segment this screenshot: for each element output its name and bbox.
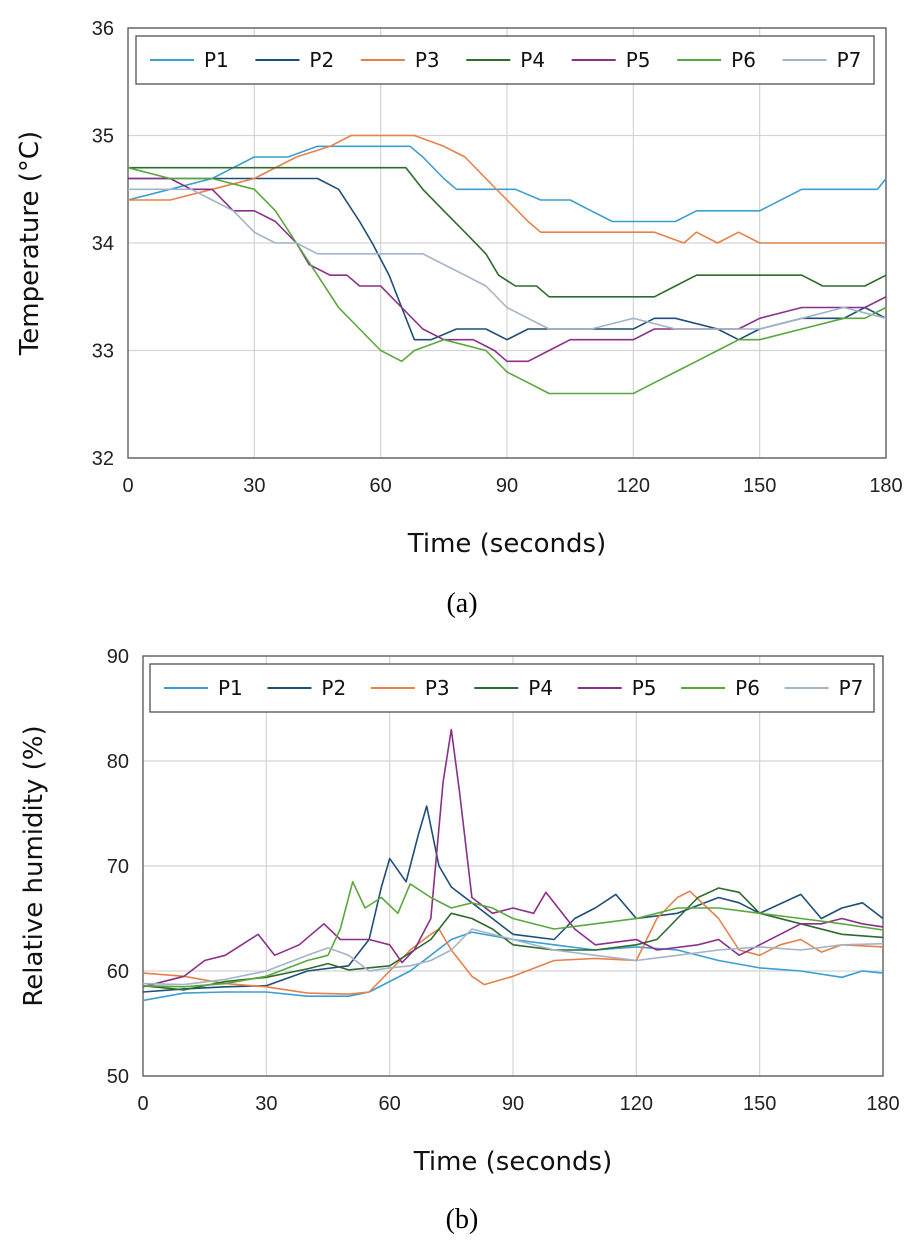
series-line-p7 [128, 188, 887, 330]
x-tick-label: 60 [379, 1093, 401, 1115]
humidity-chart: 0 30 60 90 120 150 180 50 60 70 80 90 P1 P2 P3 P4 P5 P6 P7… [19, 646, 900, 1235]
legend-entry: P3 [425, 676, 450, 700]
plot-area [142, 655, 884, 1077]
x-tick-label: 150 [743, 1093, 776, 1115]
y-tick-label: 90 [107, 646, 129, 668]
series-line-p6 [142, 881, 884, 988]
y-tick-label: 35 [92, 126, 114, 148]
y-tick-label: 50 [107, 1066, 129, 1088]
y-tick-label: 60 [107, 961, 129, 983]
series-line-p5 [142, 728, 884, 988]
legend-entry: P6 [731, 48, 756, 72]
series-line-p3 [142, 890, 884, 995]
x-tick-label: 120 [617, 475, 650, 497]
x-tick-label: 150 [743, 475, 776, 497]
y-axis-title: Temperature (°C) [15, 131, 45, 356]
series-line-p4 [142, 887, 884, 991]
legend-entry: P1 [204, 48, 229, 72]
x-tick-label: 90 [502, 1093, 524, 1115]
legend-entry: P5 [626, 48, 651, 72]
x-tick-label: 30 [243, 475, 265, 497]
legend-entry: P2 [321, 676, 346, 700]
y-tick-label: 80 [107, 751, 129, 773]
x-tick-label: 90 [496, 475, 518, 497]
legend-entry: P5 [632, 676, 657, 700]
series-line-p1 [127, 145, 887, 223]
x-tick-label: 180 [869, 475, 902, 497]
x-tick-label: 0 [122, 475, 133, 497]
y-tick-label: 33 [92, 341, 114, 363]
series-line-p7 [142, 928, 884, 986]
temperature-chart: 0 30 60 90 120 150 180 32 33 34 35 36 P1 P2 P3 P4 P5 P6 P7… [15, 18, 903, 619]
legend-entry: P2 [309, 48, 334, 72]
x-tick-label: 180 [866, 1093, 899, 1115]
x-axis-title: Time (seconds) [407, 529, 606, 559]
legend-entry: P4 [528, 676, 553, 700]
x-tick-label: 30 [255, 1093, 277, 1115]
y-tick-label: 36 [92, 18, 114, 40]
panel-caption: (b) [446, 1204, 479, 1235]
legend-entry: P1 [218, 676, 243, 700]
panel-caption: (a) [446, 588, 477, 619]
legend-entry: P7 [839, 676, 864, 700]
x-tick-label: 0 [137, 1093, 148, 1115]
x-axis-title: Time (seconds) [413, 1147, 612, 1177]
legend-entry: P6 [735, 676, 760, 700]
x-tick-label: 120 [620, 1093, 653, 1115]
series-line-p3 [128, 134, 886, 244]
series-line-p4 [128, 166, 887, 298]
legend-entry: P3 [415, 48, 440, 72]
legend-entry: P4 [520, 48, 545, 72]
series-line-p6 [127, 166, 887, 395]
y-tick-label: 70 [107, 856, 129, 878]
x-tick-label: 60 [370, 475, 392, 497]
y-axis-title: Relative humidity (%) [19, 725, 49, 1006]
series-line-p1 [142, 931, 884, 1002]
legend-entry: P7 [837, 48, 862, 72]
y-tick-label: 32 [92, 448, 114, 470]
y-tick-label: 34 [92, 233, 114, 255]
